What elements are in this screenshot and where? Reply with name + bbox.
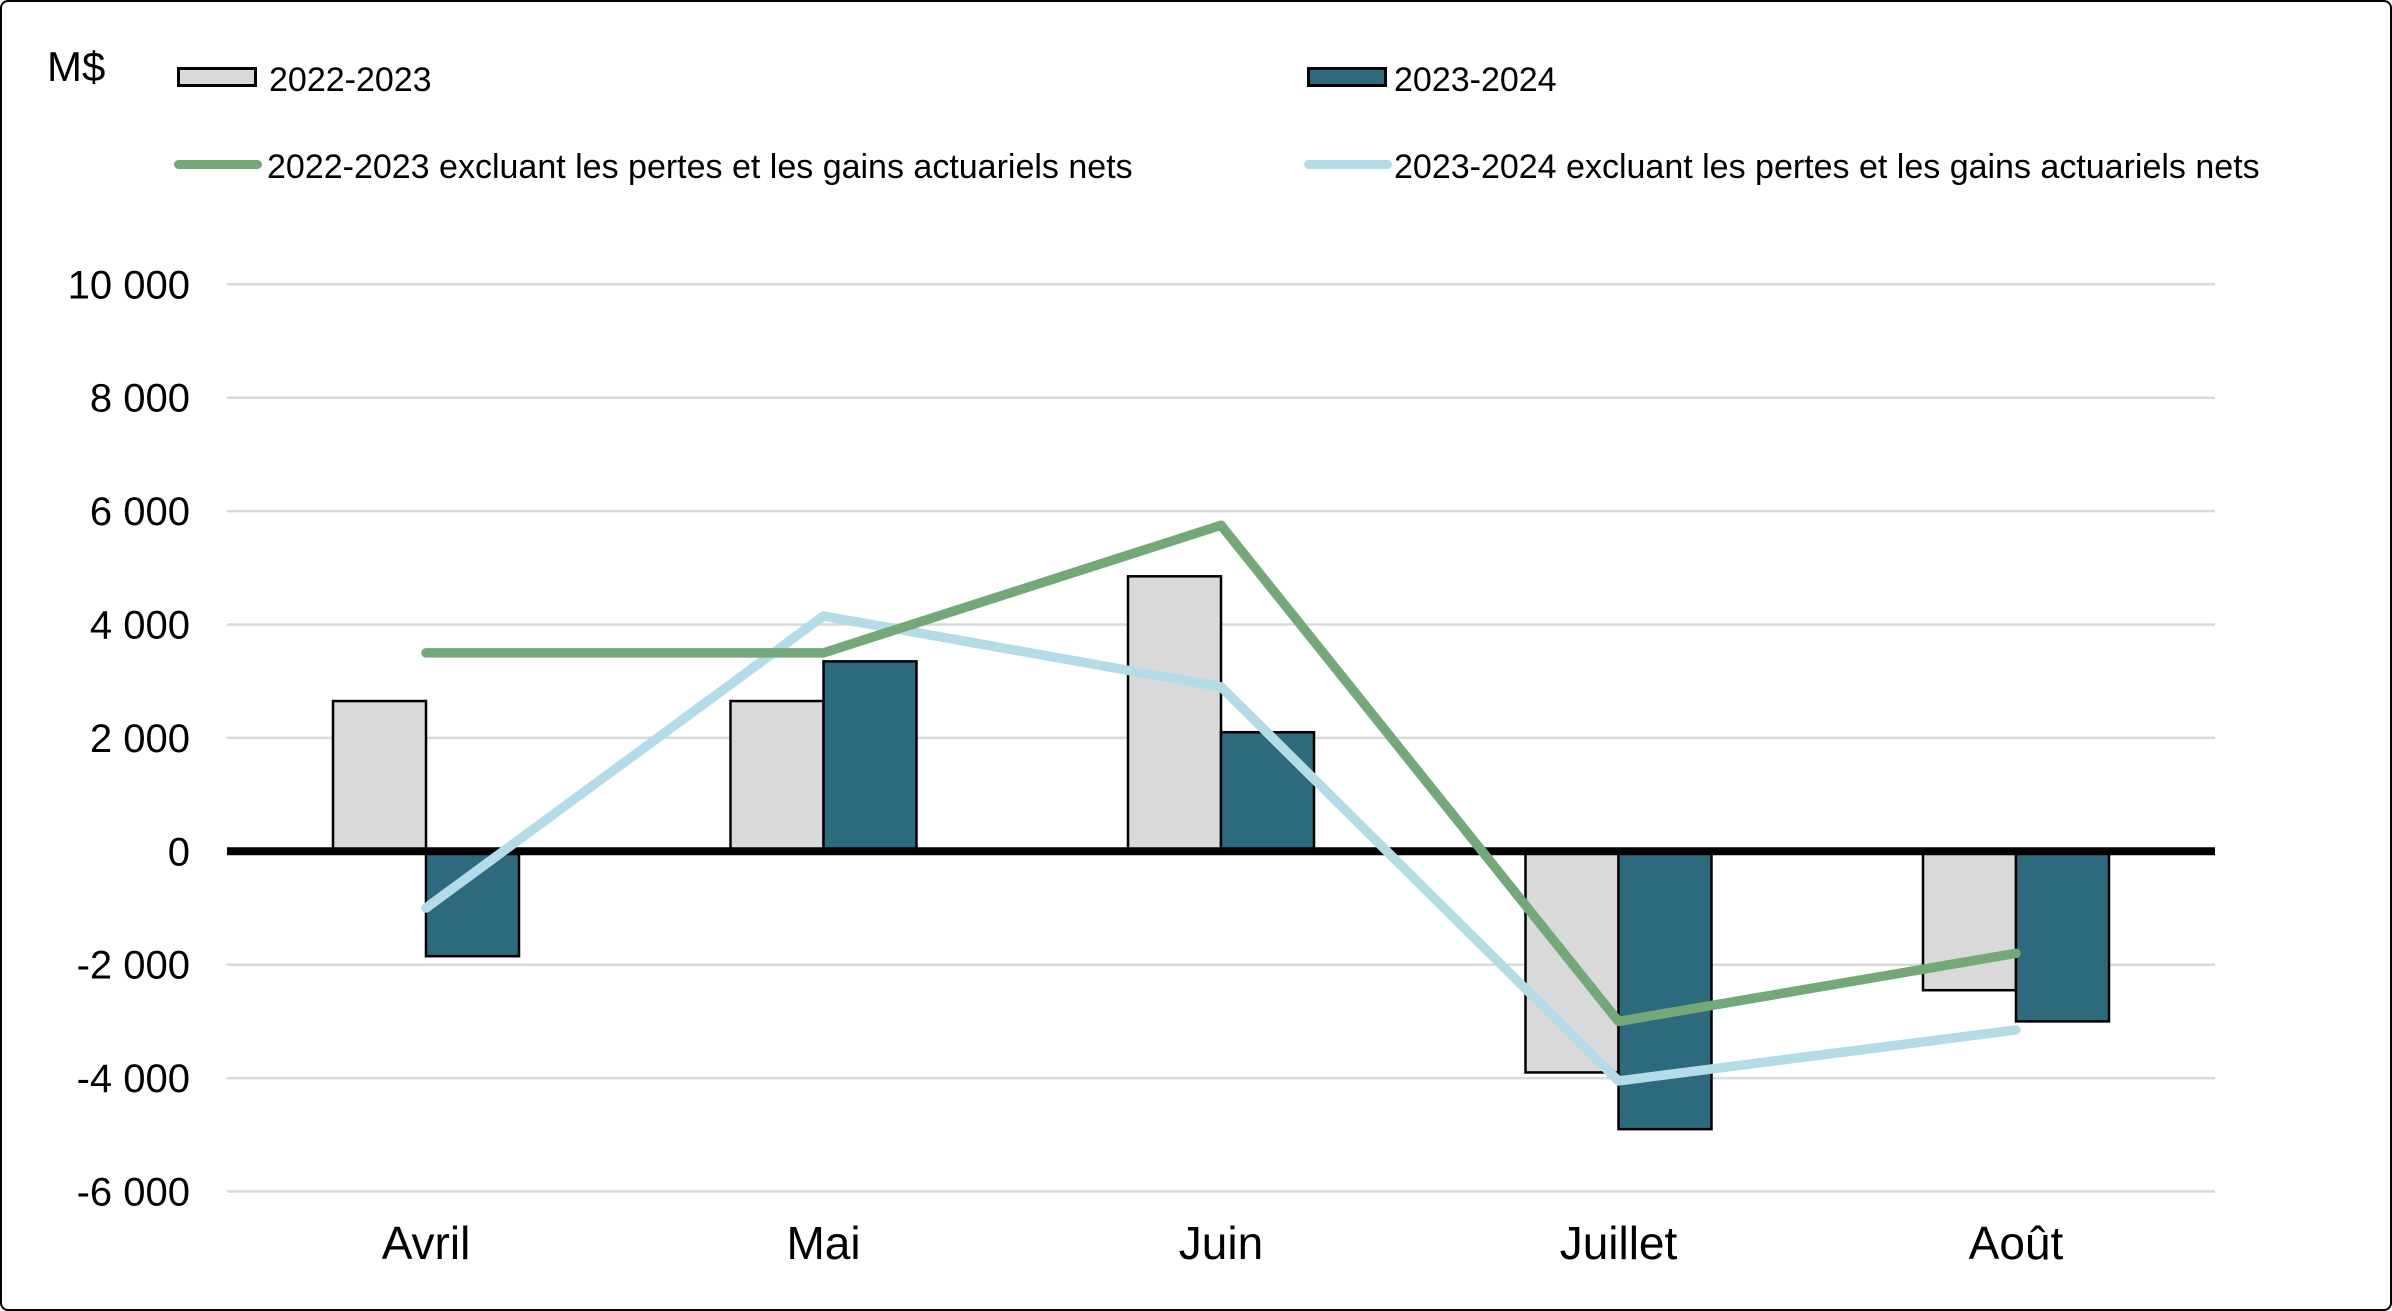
x-tick-label-mai: Mai: [786, 1217, 860, 1269]
bar-2022-2023-avril: [331, 699, 428, 853]
bar-2023-2024-juin: [1219, 730, 1316, 853]
legend-label-2023-2024-excl: 2023-2024 excluant les pertes et les gai…: [1394, 148, 2260, 186]
y-axis-unit-label: M$: [47, 43, 106, 90]
legend-label-2022-2023-excl: 2022-2023 excluant les pertes et les gai…: [267, 148, 1133, 186]
y-tick-label--6000: -6 000: [77, 1171, 190, 1215]
x-tick-label-aout: Août: [1969, 1217, 2064, 1269]
y-tick-label-4000: 4 000: [90, 604, 190, 648]
y-tick-label-0: 0: [168, 830, 190, 874]
legend-swatch-bar-2023-2024: [1307, 67, 1387, 87]
y-tick-label-2000: 2 000: [90, 717, 190, 761]
y-tick-label-10000: 10 000: [68, 263, 190, 307]
y-tick-label-6000: 6 000: [90, 490, 190, 534]
legend-swatch-line-2023-2024-excl: [1304, 160, 1392, 169]
x-tick-label-juillet: Juillet: [1560, 1217, 1678, 1269]
x-tick-label-juin: Juin: [1179, 1217, 1263, 1269]
line-2022-2023 excluant les pertes et les gains actuariels nets: [421, 520, 2021, 1027]
y-tick-label--4000: -4 000: [77, 1057, 190, 1101]
line-2023-2024 excluant les pertes et les gains actuariels nets: [421, 611, 2021, 1086]
bar-2023-2024-juillet: [1617, 850, 1713, 1131]
legend-swatch-line-2022-2023-excl: [174, 160, 262, 169]
bar-2023-2024-avril: [424, 850, 521, 958]
bar-2023-2024-mai: [822, 660, 918, 853]
y-tick-label--2000: -2 000: [77, 944, 190, 988]
legend-label-2023-2024: 2023-2024: [1394, 61, 1557, 99]
y-tick-label-8000: 8 000: [90, 377, 190, 421]
bar-2022-2023-mai: [729, 699, 825, 853]
legend-label-2022-2023: 2022-2023: [269, 61, 432, 99]
bar-2023-2024-aout: [2014, 850, 2111, 1023]
bar-2022-2023-juin: [1126, 575, 1223, 853]
x-tick-label-avril: Avril: [382, 1217, 471, 1269]
legend-swatch-bar-2022-2023: [177, 67, 257, 87]
